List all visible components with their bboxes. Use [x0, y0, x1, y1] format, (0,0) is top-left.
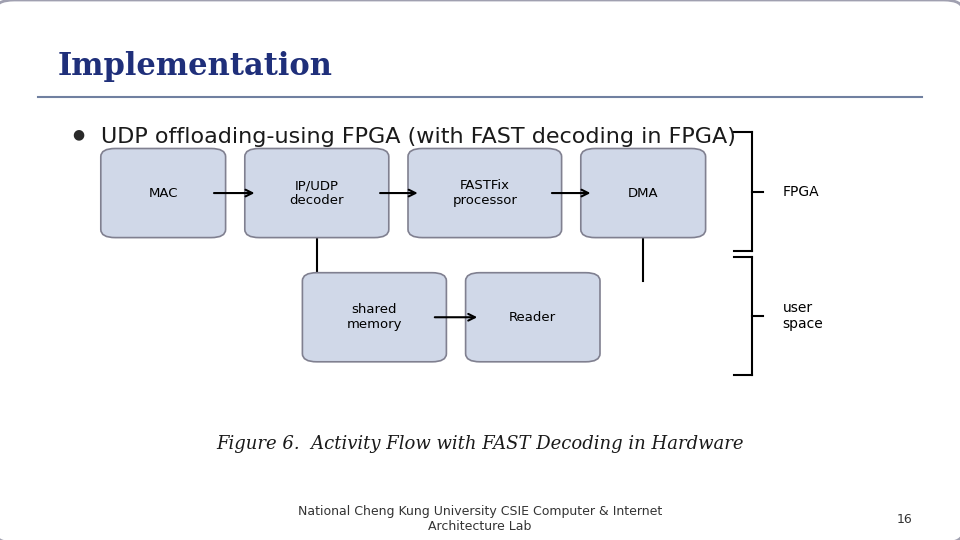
FancyBboxPatch shape [466, 273, 600, 362]
Text: FPGA: FPGA [782, 185, 819, 199]
FancyBboxPatch shape [581, 148, 706, 238]
Text: IP/UDP
decoder: IP/UDP decoder [290, 179, 344, 207]
Text: Reader: Reader [509, 310, 557, 324]
Text: user
space: user space [782, 301, 823, 331]
Text: shared
memory: shared memory [347, 303, 402, 331]
Text: National Cheng Kung University CSIE Computer & Internet
Architecture Lab: National Cheng Kung University CSIE Comp… [298, 505, 662, 534]
Text: Implementation: Implementation [58, 51, 332, 82]
FancyBboxPatch shape [408, 148, 562, 238]
Text: UDP offloading-using FPGA (with FAST decoding in FPGA): UDP offloading-using FPGA (with FAST dec… [101, 127, 735, 147]
FancyBboxPatch shape [101, 148, 226, 238]
FancyBboxPatch shape [245, 148, 389, 238]
Text: Figure 6.  Activity Flow with FAST Decoding in Hardware: Figure 6. Activity Flow with FAST Decodi… [216, 435, 744, 453]
Text: MAC: MAC [149, 186, 178, 200]
Text: DMA: DMA [628, 186, 659, 200]
Text: 16: 16 [897, 513, 912, 526]
Text: ●: ● [72, 127, 84, 141]
FancyBboxPatch shape [302, 273, 446, 362]
Text: FASTFix
processor: FASTFix processor [452, 179, 517, 207]
